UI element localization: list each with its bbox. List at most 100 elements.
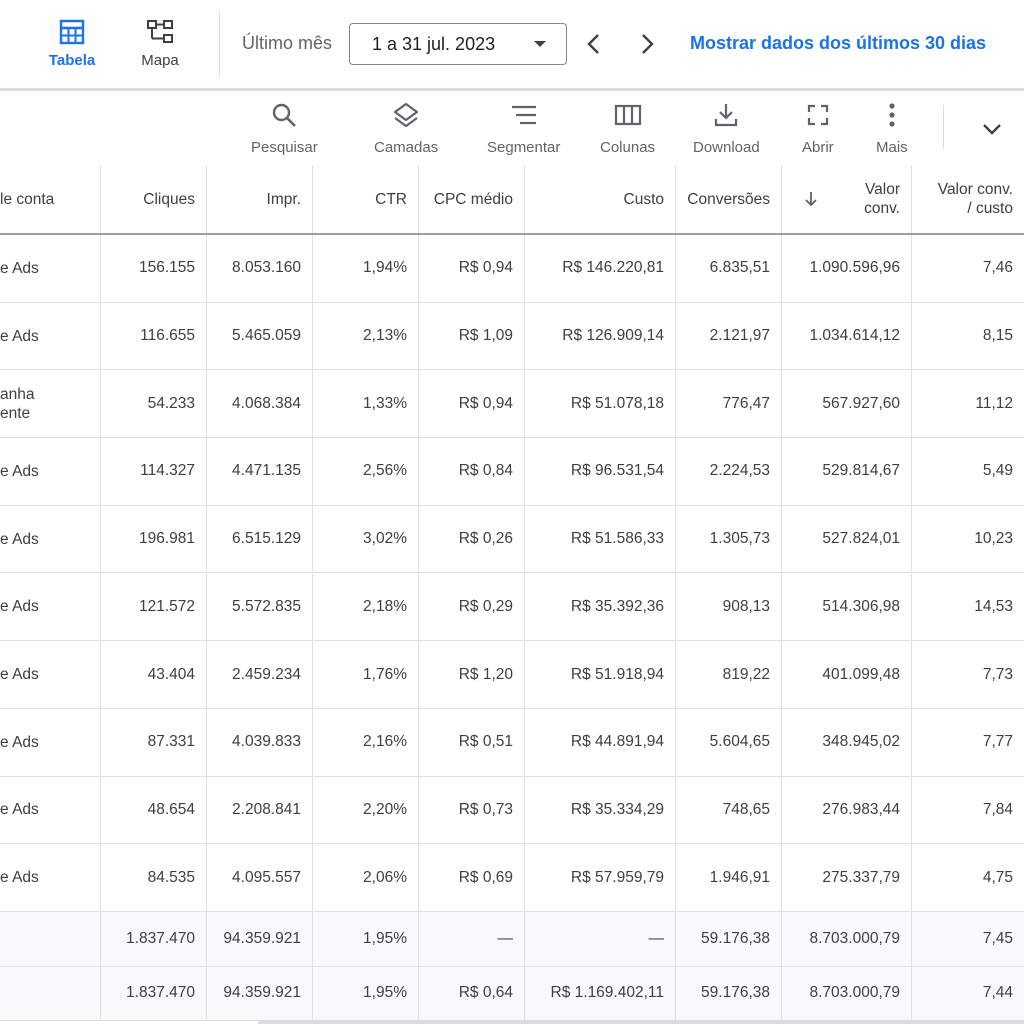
account-name-line: e Ads bbox=[0, 327, 39, 345]
cell-conv-value: 527.824,01 bbox=[782, 505, 912, 573]
column-header-clicks[interactable]: Cliques bbox=[101, 165, 207, 233]
cell-account[interactable]: e Ads bbox=[0, 844, 101, 911]
table-row[interactable]: e Ads 121.572 5.572.835 2,18% R$ 0,29 R$ 35.3… bbox=[0, 573, 1024, 642]
cell-conv-value: 1.034.614,12 bbox=[782, 302, 912, 370]
column-header-impressions[interactable]: Impr. bbox=[207, 165, 313, 233]
search-button[interactable]: Pesquisar bbox=[251, 99, 318, 159]
cell-account[interactable]: e Ads bbox=[0, 641, 101, 708]
cell-conv-value: 276.983,44 bbox=[782, 776, 912, 844]
open-fullscreen-button[interactable]: Abrir bbox=[802, 99, 834, 159]
cell-value: R$ 35.392,36 bbox=[570, 597, 664, 615]
view-map-button[interactable]: Mapa bbox=[124, 14, 196, 78]
account-name-line: e Ads bbox=[0, 869, 39, 887]
column-header-conv-value[interactable]: Valor conv. bbox=[782, 165, 912, 233]
column-header-cost[interactable]: Custo bbox=[525, 165, 676, 233]
column-header-account[interactable]: le conta bbox=[0, 165, 101, 233]
cell-value: R$ 44.891,94 bbox=[570, 733, 664, 751]
show-last-30-days-link[interactable]: Mostrar dados dos últimos 30 dias bbox=[690, 33, 987, 53]
cell-value: R$ 51.918,94 bbox=[570, 665, 664, 683]
cell-value: R$ 0,64 bbox=[458, 984, 513, 1002]
cell-value: 1.946,91 bbox=[709, 868, 770, 886]
cell-value: 43.404 bbox=[147, 665, 195, 683]
cell-account[interactable]: e Ads bbox=[0, 776, 101, 844]
table-row[interactable]: e Ads 84.535 4.095.557 2,06% R$ 0,69 R$ 57.95… bbox=[0, 844, 1024, 912]
table-row[interactable]: e Ads 48.654 2.208.841 2,20% R$ 0,73 R$ 35.33… bbox=[0, 776, 1024, 845]
cell-value: 567.927,60 bbox=[822, 394, 900, 412]
cell-value: 1,95% bbox=[363, 984, 407, 1002]
next-period-button[interactable] bbox=[631, 28, 663, 60]
cell-account[interactable]: e Ads bbox=[0, 438, 101, 505]
segment-icon bbox=[510, 99, 538, 131]
date-range-select[interactable]: 1 a 31 jul. 2023 bbox=[349, 23, 567, 65]
previous-period-button[interactable] bbox=[578, 28, 610, 60]
download-icon bbox=[713, 99, 739, 131]
cell-cost: R$ 51.918,94 bbox=[525, 641, 676, 708]
download-label: Download bbox=[693, 139, 760, 156]
cell-account[interactable]: e Ads bbox=[0, 505, 101, 573]
cell-value: 5,49 bbox=[982, 462, 1013, 480]
download-button[interactable]: Download bbox=[693, 99, 760, 159]
sitemap-icon bbox=[146, 14, 174, 50]
cell-value: — bbox=[497, 929, 514, 947]
column-header-ctr[interactable]: CTR bbox=[313, 165, 419, 233]
table-row[interactable]: e Ads 156.155 8.053.160 1,94% R$ 0,94 R$ 146.… bbox=[0, 235, 1024, 303]
table-row[interactable]: e Ads 87.331 4.039.833 2,16% R$ 0,51 R$ 44.89… bbox=[0, 708, 1024, 777]
columns-button[interactable]: Colunas bbox=[600, 99, 655, 159]
cell-conv-value-per-cost: 11,12 bbox=[912, 370, 1024, 437]
search-icon bbox=[271, 99, 297, 131]
column-header-cost-label: Custo bbox=[623, 190, 665, 208]
cell-value: 94.359.921 bbox=[223, 984, 301, 1002]
cell-clicks: 121.572 bbox=[101, 573, 207, 641]
cell-avg-cpc: R$ 0,94 bbox=[419, 370, 525, 438]
table-total-row[interactable]: 1.837.470 94.359.921 1,95% — — 59.176,38 8.703… bbox=[0, 912, 1024, 967]
table-row[interactable]: anha ente 54.233 4.068.384 1,33% R$ 0,94 R$ 51… bbox=[0, 370, 1024, 439]
cell-value: R$ 126.909,14 bbox=[562, 327, 664, 345]
columns-label: Colunas bbox=[600, 139, 656, 156]
cell-conv-value-per-cost: 7,44 bbox=[912, 967, 1024, 1021]
cell-conversions: 748,65 bbox=[676, 776, 782, 844]
cell-avg-cpc: R$ 1,20 bbox=[419, 641, 525, 708]
cell-value: 59.176,38 bbox=[701, 984, 770, 1002]
segment-button[interactable]: Segmentar bbox=[487, 99, 560, 159]
cell-value: 2,06% bbox=[363, 868, 407, 886]
cell-value: 94.359.921 bbox=[223, 929, 301, 947]
cell-value: 3,02% bbox=[363, 530, 407, 548]
cell-conv-value: 567.927,60 bbox=[782, 370, 912, 438]
cell-account[interactable]: anha ente bbox=[0, 370, 101, 438]
cell-conv-value-per-cost: 7,46 bbox=[912, 235, 1024, 302]
segment-label: Segmentar bbox=[487, 139, 561, 156]
layers-button[interactable]: Camadas bbox=[374, 99, 438, 159]
table-row[interactable]: e Ads 114.327 4.471.135 2,56% R$ 0,84 R$ 96.5… bbox=[0, 438, 1024, 506]
column-header-avg-cpc[interactable]: CPC médio bbox=[419, 165, 525, 233]
cell-value: R$ 35.334,29 bbox=[570, 800, 664, 818]
cell-value: 196.981 bbox=[138, 530, 195, 548]
cell-value: R$ 0,94 bbox=[458, 259, 513, 277]
cell-conversions: 5.604,65 bbox=[676, 708, 782, 776]
table-total-row[interactable]: 1.837.470 94.359.921 1,95% R$ 0,64 R$ 1.169.… bbox=[0, 966, 1024, 1021]
cell-value: 7,46 bbox=[982, 259, 1013, 277]
cell-value: 8.703.000,79 bbox=[809, 984, 900, 1002]
account-name: e Ads bbox=[0, 327, 39, 346]
cell-account[interactable]: e Ads bbox=[0, 573, 101, 641]
cell-account[interactable] bbox=[0, 912, 101, 966]
cell-conv-value: 8.703.000,79 bbox=[782, 966, 912, 1020]
cell-account[interactable]: e Ads bbox=[0, 708, 101, 776]
column-header-conversions[interactable]: Conversões bbox=[676, 165, 782, 233]
open-label: Abrir bbox=[802, 139, 834, 156]
table-row[interactable]: e Ads 116.655 5.465.059 2,13% R$ 1,09 R$ 126.… bbox=[0, 302, 1024, 371]
cell-account[interactable]: e Ads bbox=[0, 235, 101, 302]
cell-account[interactable] bbox=[0, 966, 101, 1020]
cell-ctr: 2,13% bbox=[313, 302, 419, 370]
more-button[interactable]: Mais bbox=[876, 99, 908, 159]
cell-value: R$ 0,84 bbox=[458, 462, 513, 480]
cell-account[interactable]: e Ads bbox=[0, 302, 101, 370]
cell-ctr: 2,20% bbox=[313, 776, 419, 844]
column-header-conv-value-per-cost[interactable]: Valor conv. / custo bbox=[912, 165, 1024, 233]
horizontal-scrollbar[interactable] bbox=[258, 1020, 1024, 1024]
cell-value: R$ 0,51 bbox=[458, 733, 513, 751]
view-table-button[interactable]: Tabela bbox=[36, 14, 108, 78]
expand-button[interactable] bbox=[976, 113, 1008, 145]
cell-conversions: 1.305,73 bbox=[676, 505, 782, 573]
table-row[interactable]: e Ads 43.404 2.459.234 1,76% R$ 1,20 R$ 51.91… bbox=[0, 641, 1024, 709]
table-row[interactable]: e Ads 196.981 6.515.129 3,02% R$ 0,26 R$ 51.5… bbox=[0, 505, 1024, 574]
